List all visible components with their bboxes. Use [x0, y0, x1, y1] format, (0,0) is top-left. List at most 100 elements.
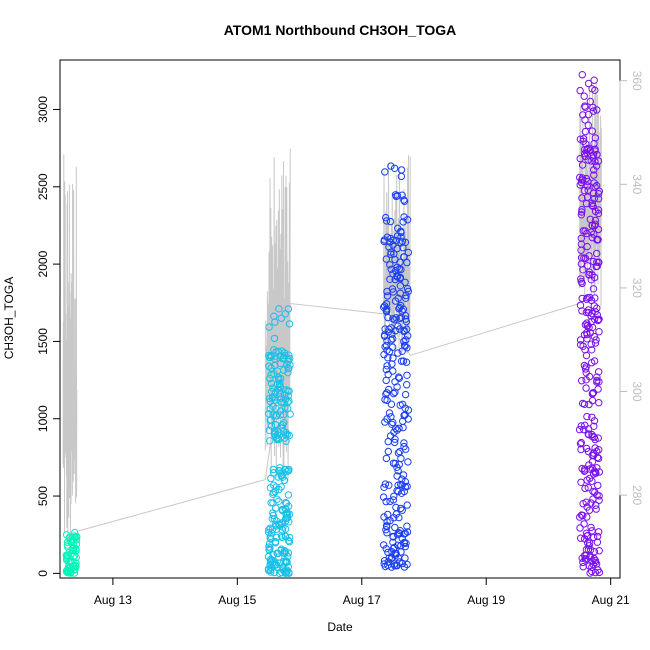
- data-point: [390, 492, 398, 500]
- data-point: [401, 542, 409, 551]
- x-tick-label: Aug 19: [467, 593, 505, 607]
- data-point: [271, 389, 280, 397]
- data-point: [594, 481, 602, 490]
- data-point: [589, 389, 598, 397]
- data-point: [578, 194, 586, 202]
- data-point: [382, 376, 390, 385]
- data-point: [400, 341, 409, 350]
- data-point: [594, 206, 603, 214]
- data-point: [383, 362, 391, 370]
- data-point: [587, 499, 595, 507]
- data-point: [386, 217, 395, 226]
- data-point: [588, 201, 596, 210]
- data-point: [275, 305, 283, 313]
- data-point: [271, 396, 279, 404]
- data-point: [266, 561, 274, 569]
- data-point: [272, 525, 281, 533]
- data-point: [268, 525, 277, 534]
- data-point: [389, 532, 397, 541]
- data-point: [397, 480, 405, 489]
- data-point: [584, 484, 592, 492]
- data-point: [70, 552, 79, 560]
- data-point: [593, 538, 602, 546]
- data-point: [583, 503, 591, 511]
- data-point: [387, 250, 395, 258]
- data-point: [389, 496, 398, 504]
- data-point: [400, 337, 408, 346]
- data-point: [62, 531, 71, 539]
- data-point: [403, 522, 411, 530]
- data-point: [581, 127, 590, 136]
- data-point: [267, 416, 275, 424]
- data-point: [285, 397, 293, 405]
- data-point: [578, 377, 586, 385]
- data-point: [72, 553, 81, 562]
- data-point: [282, 568, 290, 576]
- data-point: [591, 558, 600, 566]
- data-points-layer: [62, 71, 604, 577]
- data-point: [276, 390, 284, 398]
- x-tick-label: Aug 17: [343, 593, 381, 607]
- data-point: [401, 554, 409, 562]
- data-point: [589, 487, 597, 496]
- data-point: [284, 369, 292, 377]
- data-point: [595, 378, 603, 386]
- data-point: [277, 472, 286, 480]
- data-point: [65, 564, 74, 573]
- data-point: [583, 412, 591, 421]
- data-point: [576, 154, 584, 163]
- data-point: [584, 447, 593, 456]
- data-point: [584, 121, 592, 130]
- data-point: [269, 384, 277, 392]
- data-point: [265, 543, 273, 551]
- data-point: [589, 202, 597, 211]
- data-point: [401, 238, 410, 247]
- data-point: [397, 504, 405, 513]
- data-point: [282, 437, 290, 445]
- data-point: [589, 257, 597, 266]
- data-point: [593, 150, 601, 159]
- data-point: [278, 347, 286, 355]
- data-point: [595, 446, 603, 454]
- data-point: [394, 322, 402, 330]
- data-point: [398, 237, 407, 246]
- data-point: [267, 535, 275, 543]
- data-point: [285, 320, 294, 328]
- data-point: [593, 236, 601, 244]
- data-point: [381, 168, 389, 176]
- data-point: [399, 417, 407, 425]
- data-point: [583, 229, 591, 238]
- x-tick-label: Aug 15: [218, 593, 256, 607]
- data-point: [576, 86, 584, 95]
- data-point: [265, 362, 273, 370]
- data-point: [583, 193, 592, 201]
- data-point: [400, 487, 408, 496]
- data-point: [593, 249, 601, 258]
- data-point: [586, 552, 595, 560]
- y-tick-label: 500: [36, 486, 50, 506]
- data-point: [391, 424, 400, 432]
- data-point: [382, 307, 391, 316]
- data-point: [269, 490, 277, 498]
- data-point: [595, 368, 603, 376]
- data-point: [398, 506, 406, 514]
- data-point: [266, 416, 274, 425]
- data-point: [270, 346, 278, 354]
- data-point: [581, 467, 589, 475]
- data-point: [281, 548, 289, 556]
- data-point: [393, 472, 401, 480]
- y-tick-label: 1000: [36, 405, 50, 432]
- data-point: [384, 447, 392, 456]
- data-point: [589, 107, 598, 115]
- data-point: [588, 464, 597, 473]
- data-point: [266, 405, 274, 413]
- data-point: [385, 554, 393, 562]
- data-point: [394, 449, 403, 457]
- data-point: [401, 390, 410, 399]
- series-group: [62, 528, 81, 577]
- data-point: [396, 282, 405, 290]
- data-point: [403, 285, 412, 293]
- data-point: [264, 552, 273, 561]
- data-point: [576, 440, 585, 448]
